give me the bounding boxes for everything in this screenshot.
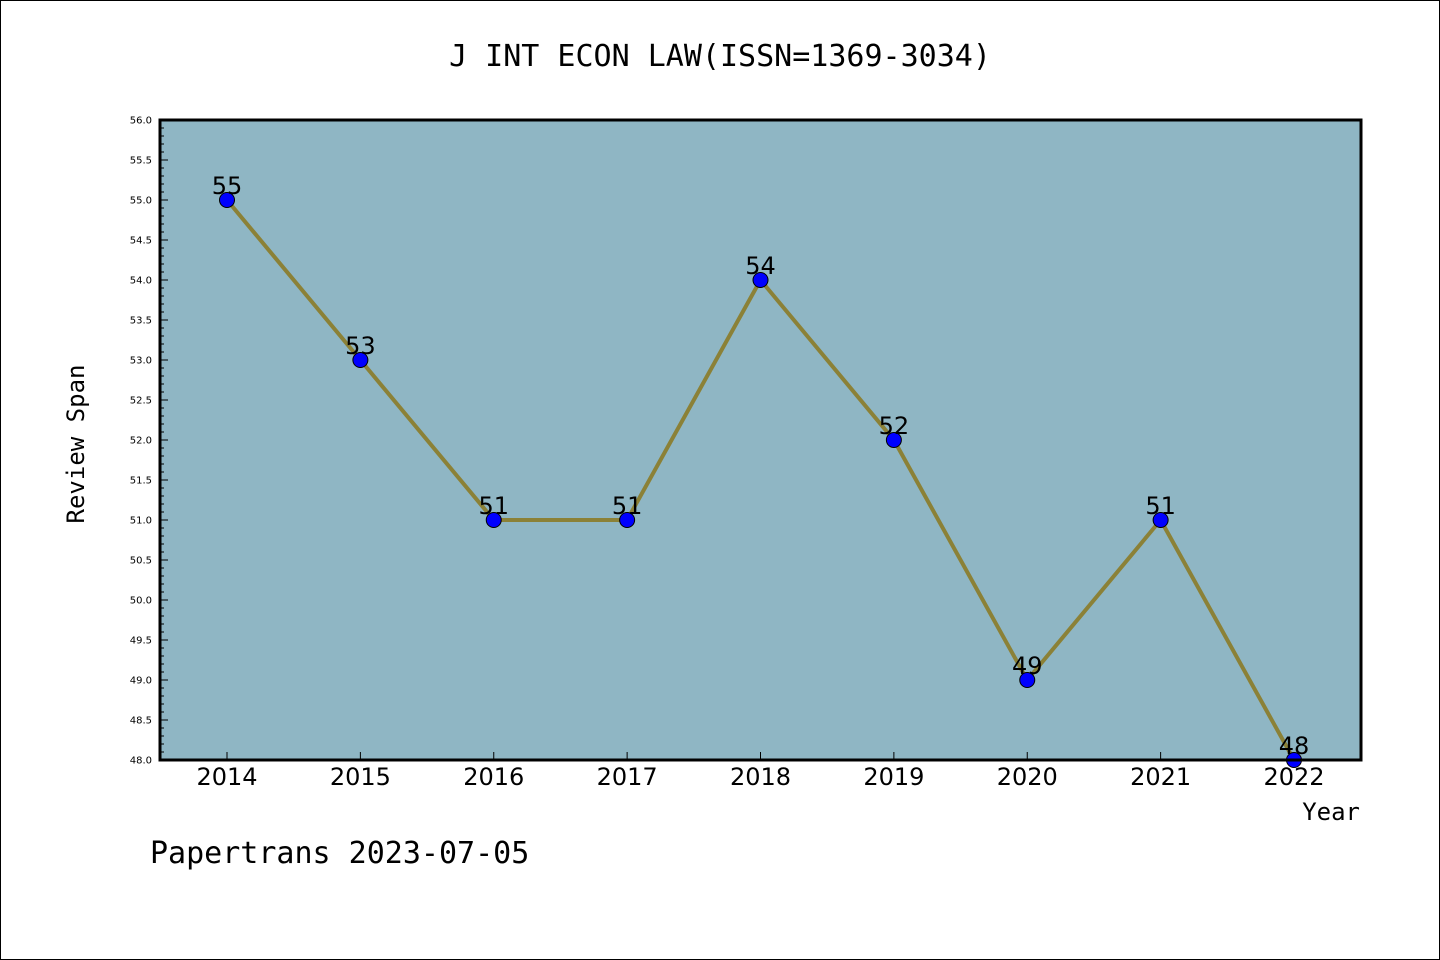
x-axis-label: Year <box>1302 798 1360 826</box>
data-point <box>1152 512 1169 528</box>
y-axis-label: Review Span <box>62 365 90 524</box>
data-point <box>1019 672 1036 688</box>
y-tick-label: 56.0 <box>130 116 152 127</box>
data-label: 52 <box>879 412 910 440</box>
y-tick-label: 49.0 <box>130 676 152 687</box>
data-point <box>219 192 235 208</box>
y-tick-label: 55.5 <box>130 156 152 167</box>
x-tick-label: 2018 <box>730 763 791 791</box>
y-tick-label: 52.0 <box>130 436 152 447</box>
data-label: 51 <box>478 492 509 520</box>
data-label: 49 <box>1012 652 1043 680</box>
x-tick-label: 2014 <box>196 763 257 791</box>
data-point <box>352 352 369 368</box>
y-tick-label: 53.5 <box>130 316 152 327</box>
plot-border <box>158 118 1363 762</box>
data-point <box>885 432 902 448</box>
y-tick-label: 50.5 <box>130 556 152 567</box>
data-label: 53 <box>345 332 376 360</box>
data-point <box>619 512 636 528</box>
y-tick-label: 51.5 <box>130 476 152 487</box>
x-tick-label: 2015 <box>330 763 391 791</box>
x-tick-label: 2016 <box>463 763 524 791</box>
chart-title: J INT ECON LAW(ISSN=1369-3034) <box>449 39 991 74</box>
series-layer: 55 53 51 51 54 52 49 51 48 <box>212 172 1310 768</box>
x-tick-label: 2021 <box>1130 763 1191 791</box>
data-label: 48 <box>1279 732 1310 760</box>
x-tick-label: 2020 <box>997 763 1058 791</box>
y-tick-label: 51.0 <box>130 516 152 527</box>
y-tick-label: 48.0 <box>130 756 152 767</box>
data-label: 55 <box>212 172 243 200</box>
y-axis-ticks: 48.0 48.5 49.0 49.5 50.0 50.5 51.0 51.5 52.0 52.5… <box>130 116 168 767</box>
y-tick-label: 54.5 <box>130 236 152 247</box>
data-point <box>752 272 769 288</box>
plot-area <box>160 120 1361 760</box>
data-label: 51 <box>612 492 643 520</box>
y-tick-label: 52.5 <box>130 396 152 407</box>
data-label: 51 <box>1145 492 1176 520</box>
y-tick-label: 53.0 <box>130 356 152 367</box>
y-tick-label: 55.0 <box>130 196 152 207</box>
x-axis-ticks: 2014 2015 2016 2017 2018 2019 2020 2021 2022 <box>196 752 1325 791</box>
y-tick-label: 48.5 <box>130 716 152 727</box>
x-tick-label: 2017 <box>597 763 658 791</box>
y-tick-label: 54.0 <box>130 276 152 287</box>
data-point <box>485 512 502 528</box>
data-label: 54 <box>745 252 776 280</box>
y-tick-label: 49.5 <box>130 636 152 647</box>
footer-text: Papertrans 2023-07-05 <box>150 836 529 871</box>
x-tick-label: 2019 <box>863 763 924 791</box>
y-tick-label: 50.0 <box>130 596 152 607</box>
